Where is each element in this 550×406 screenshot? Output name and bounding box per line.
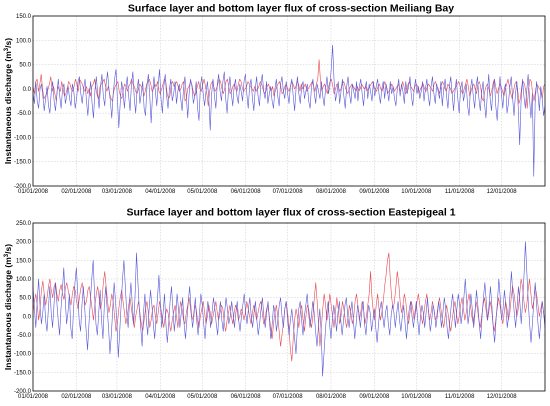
x-tick-label: 08/01/2008: [316, 394, 347, 400]
y-axis-label-base: Instantaneous discharge (m: [3, 51, 13, 164]
x-tick-label: 05/01/2008: [187, 189, 218, 195]
x-tick-label: 10/01/2008: [401, 189, 432, 195]
x-tick-labels-eastepigeal-1: 01/01/2008 02/01/2008 03/01/2008 04/01/2008…: [18, 394, 517, 400]
y-axis-label-superscript: 3: [4, 47, 10, 51]
y-tick-label: -150.0: [14, 370, 32, 376]
gridlines-eastepigeal-1: [33, 223, 545, 391]
y-tick-label: 100.0: [16, 277, 32, 283]
series-line-bottom-blue-meiliang-bay: [32, 44, 546, 177]
y-axis-label-tail: /s): [3, 38, 13, 48]
y-tick-label: 150.0: [16, 258, 32, 264]
x-tick-label: 11/01/2008: [445, 189, 475, 195]
chart-title-meiliang-bay: Surface layer and bottom layer flux of c…: [128, 3, 454, 15]
x-tick-label: 03/01/2008: [102, 189, 133, 195]
x-tick-label: 01/01/2008: [18, 189, 49, 195]
y-tick-labels-eastepigeal-1: -200.0 -150.0 -100.0 -50.0 0.0 50.0 100.0 150.0…: [14, 221, 32, 395]
y-tick-label: -150.0: [14, 160, 32, 166]
x-tick-label: 07/01/2008: [273, 189, 304, 195]
series-group-meiliang-bay: [32, 44, 546, 177]
y-tick-label: -50.0: [17, 111, 31, 117]
x-tick-label: 09/01/2008: [359, 189, 390, 195]
x-tick-label: 04/01/2008: [145, 394, 176, 400]
y-tick-label: 250.0: [16, 221, 32, 227]
y-axis-label-tail: /s): [3, 244, 13, 254]
x-tick-label: 02/01/2008: [61, 394, 92, 400]
x-tick-label: 06/01/2008: [231, 394, 262, 400]
y-tick-label: 50.0: [19, 296, 31, 302]
x-tick-label: 05/01/2008: [187, 394, 218, 400]
y-tick-label: 100.0: [16, 38, 32, 44]
x-tick-label: 04/01/2008: [145, 189, 176, 195]
x-tick-label: 06/01/2008: [231, 189, 262, 195]
series-line-surface-red-meiliang-bay: [32, 59, 546, 109]
y-tick-label: 0.0: [23, 314, 32, 320]
plot-frame-eastepigeal-1: [32, 222, 546, 392]
panel-meiliang-bay: Surface layer and bottom layer flux of c…: [3, 3, 546, 195]
x-tick-labels-meiliang-bay: 01/01/2008 02/01/2008 03/01/2008 04/01/2008…: [18, 189, 517, 195]
y-tick-label: -50.0: [17, 333, 31, 339]
x-tick-label: 09/01/2008: [359, 394, 390, 400]
y-tick-label: -100.0: [14, 135, 32, 141]
series-line-bottom-blue-eastepigeal-1: [32, 241, 546, 377]
x-tick-label: 02/01/2008: [61, 189, 92, 195]
y-tick-labels-meiliang-bay: -200.0 -150.0 -100.0 -50.0 0.0 50.0 100.0 150.0: [14, 14, 32, 190]
y-tick-label: -200.0: [14, 184, 32, 190]
x-tick-label: 01/01/2008: [18, 394, 49, 400]
y-tick-label: -100.0: [14, 352, 32, 358]
x-tick-label: 11/01/2008: [445, 394, 475, 400]
y-axis-label-base: Instantaneous discharge (m: [3, 257, 13, 370]
panel-eastepigeal-1: Surface layer and bottom layer flux of c…: [3, 207, 546, 400]
plot-frame-meiliang-bay: [32, 15, 546, 187]
x-tick-label: 08/01/2008: [316, 189, 347, 195]
x-tick-label: 03/01/2008: [102, 394, 133, 400]
y-axis-label-superscript: 3: [4, 253, 10, 257]
chart-title-eastepigeal-1: Surface layer and bottom layer flux of c…: [126, 207, 455, 219]
series-group-eastepigeal-1: [32, 241, 546, 377]
y-tick-label: 200.0: [16, 240, 32, 246]
series-line-surface-red-eastepigeal-1: [32, 252, 546, 362]
x-tick-label: 12/01/2008: [487, 394, 518, 400]
y-tick-label: 0.0: [23, 87, 32, 93]
x-tick-label: 12/01/2008: [487, 189, 518, 195]
x-tick-label: 10/01/2008: [401, 394, 432, 400]
y-axis-label-meiliang-bay: Instantaneous discharge (m3/s): [3, 38, 13, 164]
y-tick-label: 50.0: [19, 63, 31, 69]
y-axis-label-eastepigeal-1: Instantaneous discharge (m3/s): [3, 244, 13, 370]
y-tick-label: -200.0: [14, 389, 32, 395]
y-tick-label: 150.0: [16, 14, 32, 20]
x-tick-label: 07/01/2008: [273, 394, 304, 400]
